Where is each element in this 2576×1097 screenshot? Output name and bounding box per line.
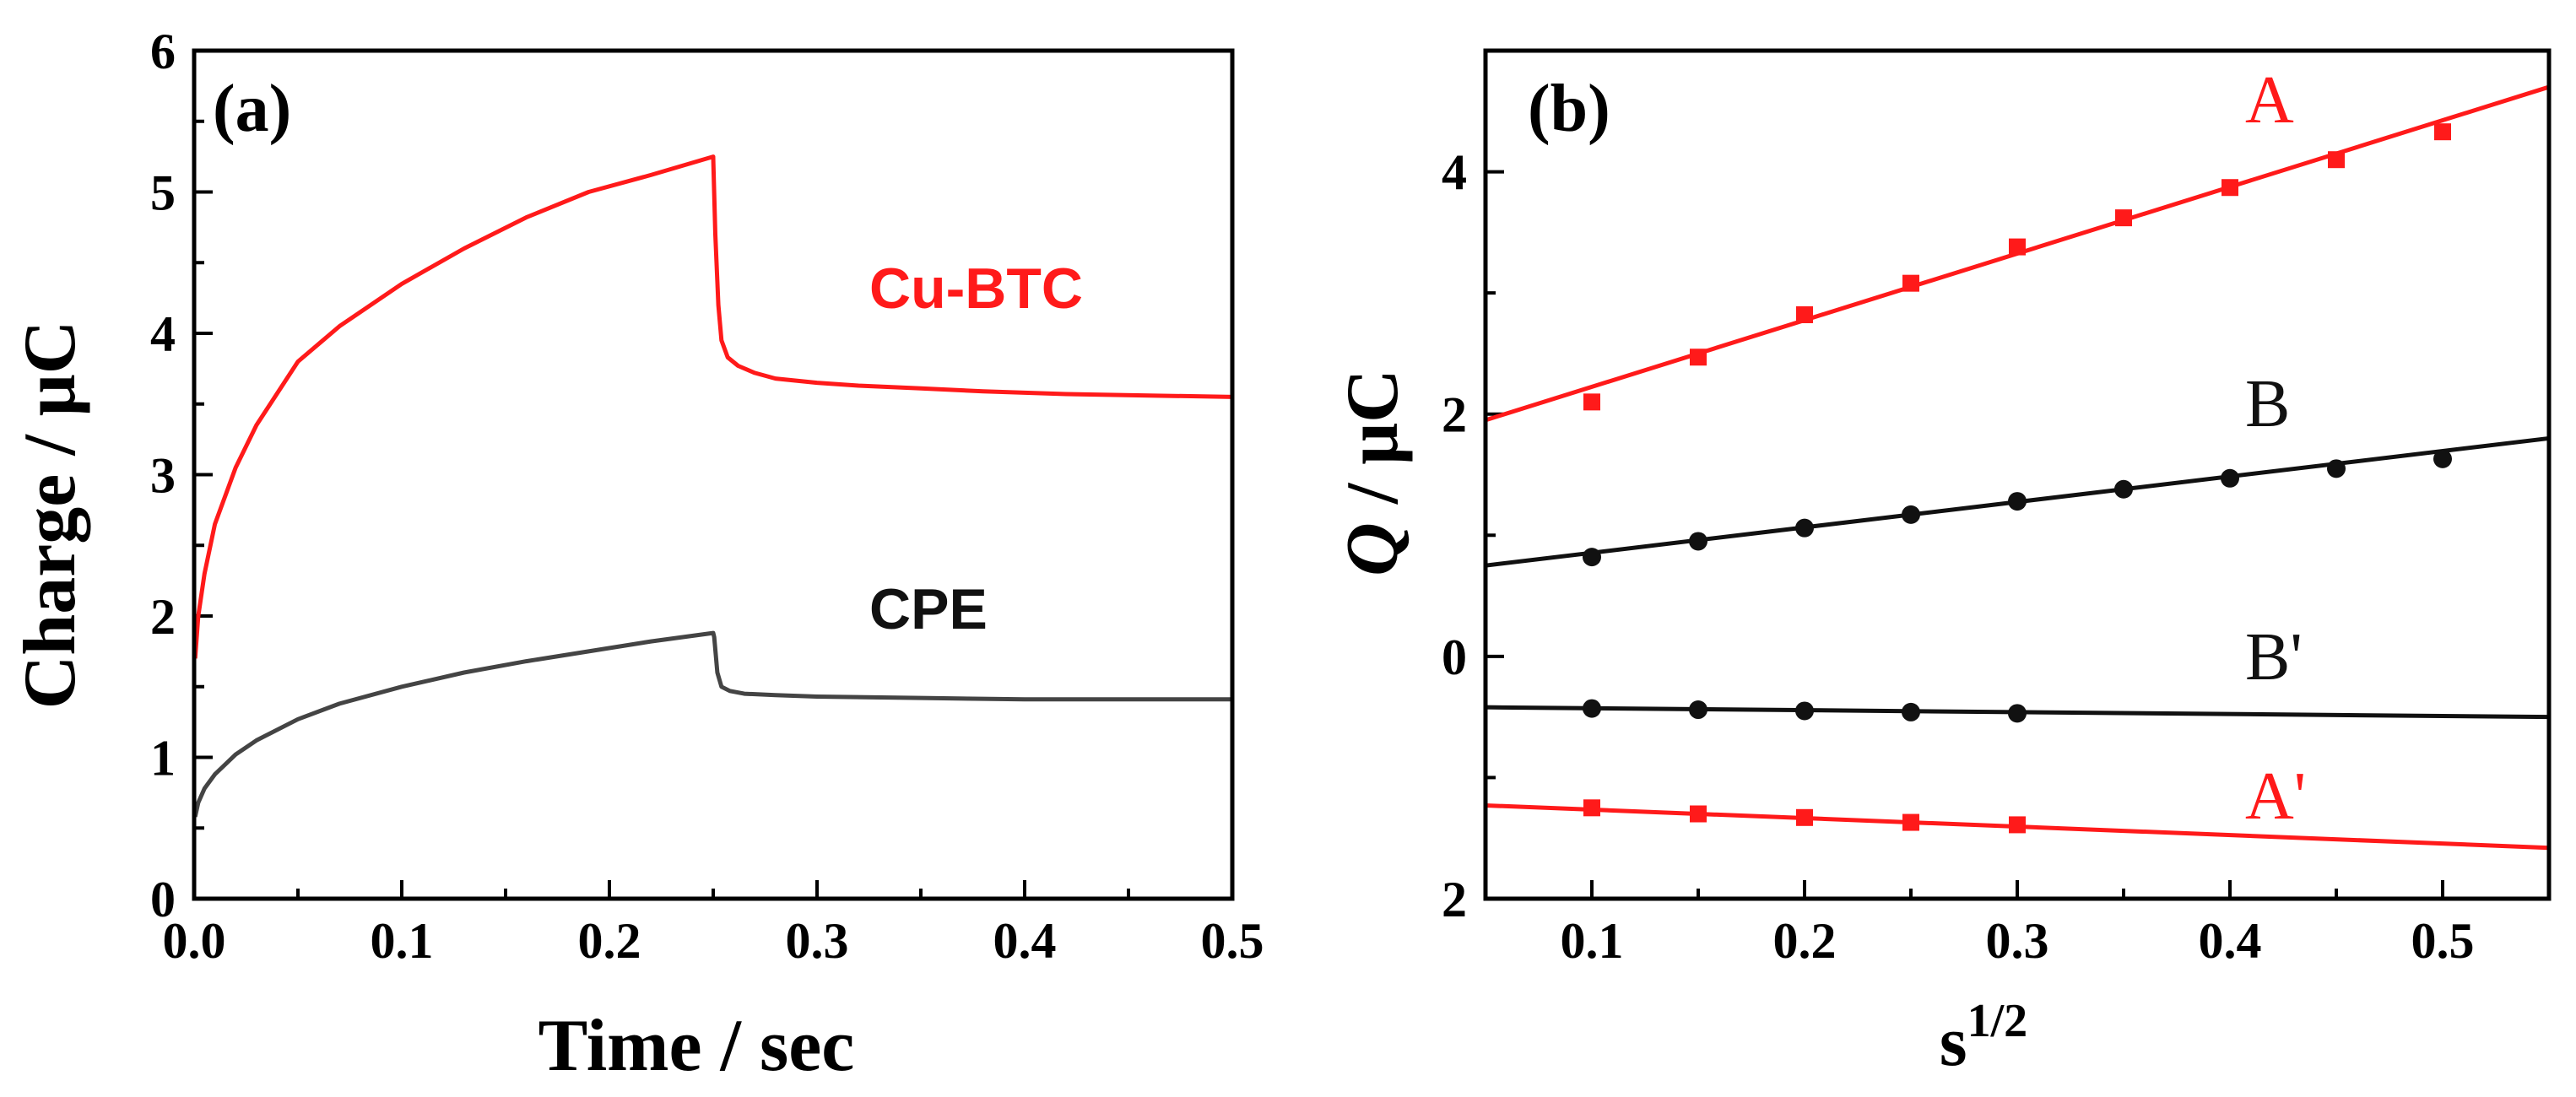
series-line-cu-btc (192, 154, 1233, 659)
x-axis-title-base: s (1940, 1002, 1967, 1081)
data-point-a (2328, 151, 2345, 169)
data-point-b (2008, 492, 2027, 511)
x-tick-label: 0.3 (1986, 913, 2049, 969)
data-point-b (1902, 505, 1920, 524)
y-tick-label: 0 (150, 872, 176, 927)
data-point-b (1689, 532, 1707, 551)
data-point-a-prime (1902, 813, 1919, 831)
data-point-a (2222, 179, 2238, 197)
x-tick-label: 0.5 (2411, 913, 2475, 969)
x-tick-label: 0.2 (578, 913, 641, 969)
y-tick-label: 4 (150, 306, 176, 362)
y-tick-label: 0 (1442, 630, 1467, 685)
y-tick-label: 4 (1442, 145, 1467, 201)
x-tick-label: 0.2 (1773, 913, 1837, 969)
series-line-cpe (192, 630, 1232, 818)
x-tick-label: 0.4 (993, 913, 1057, 969)
x-tick-label: 0.0 (163, 913, 226, 969)
x-tick-label: 0.1 (371, 913, 434, 969)
data-point-a-prime (1690, 805, 1707, 823)
x-tick-label: 0.4 (2199, 913, 2262, 969)
x-axis-title-superscript: 1/2 (1967, 995, 2028, 1047)
data-point-a (1902, 274, 1919, 292)
data-point-b (2327, 459, 2346, 478)
series-label-cu-btc: Cu-BTC (869, 257, 1083, 321)
panel-b: 0.1 0.2 0.3 0.4 0.5 2 0 2 4 (b) A B B' A' s1/2 Q… (1332, 48, 2552, 1081)
line-label-a: A (2245, 63, 2294, 138)
line-label-b-prime: B' (2245, 620, 2303, 694)
data-point-a (1690, 349, 1707, 366)
data-point-b (2114, 479, 2133, 499)
panel-a-series (192, 154, 1233, 818)
panel-b-tick-labels: 0.1 0.2 0.3 0.4 0.5 2 0 2 4 (1442, 145, 2475, 969)
series-label-cpe: CPE (869, 577, 988, 641)
panel-a-plot-frame (192, 48, 1235, 901)
y-axis-title-unit: / μC (1332, 369, 1414, 522)
data-point-a (2009, 238, 2026, 256)
y-tick-label: 2 (1442, 872, 1467, 927)
data-point-a (2434, 123, 2451, 141)
y-tick-label: 1 (150, 731, 176, 786)
y-tick-label: 2 (150, 589, 176, 645)
x-tick-label: 0.3 (786, 913, 849, 969)
panel-b-x-axis-title: s1/2 (1940, 995, 2027, 1081)
data-point-a-prime (1583, 799, 1600, 817)
data-point-b (1795, 518, 1814, 538)
panel-b-plot-frame (1483, 48, 2552, 901)
line-label-b: B (2245, 367, 2290, 441)
data-point-b (2433, 449, 2452, 468)
y-tick-label: 5 (150, 165, 176, 221)
y-tick-label: 2 (1442, 387, 1467, 443)
panel-b-data-points (1583, 123, 2452, 834)
data-point-a-prime (1796, 808, 1813, 826)
data-point-b-prime (2008, 704, 2027, 723)
y-tick-label: 6 (150, 24, 176, 79)
y-axis-title-variable: Q (1332, 522, 1414, 576)
panel-a: 0.0 0.1 0.2 0.3 0.4 0.5 0 1 2 3 4 5 6 (a) Cu-BTC CPE… (9, 24, 1264, 1087)
data-point-b-prime (1583, 699, 1601, 718)
data-point-a-prime (2009, 816, 2026, 834)
panel-a-label: (a) (213, 72, 291, 146)
data-point-b-prime (1902, 702, 1920, 721)
line-label-a-prime: A' (2245, 759, 2306, 834)
data-point-b-prime (1795, 701, 1814, 721)
data-point-a (2115, 209, 2132, 227)
y-tick-label: 3 (150, 448, 176, 504)
x-tick-label: 0.1 (1561, 913, 1624, 969)
panel-a-x-axis-title: Time / sec (538, 1005, 855, 1087)
data-point-b (2221, 468, 2239, 488)
data-point-a (1796, 305, 1813, 323)
data-point-b-prime (1689, 700, 1707, 720)
data-point-b (1583, 548, 1601, 567)
x-tick-label: 0.5 (1201, 913, 1264, 969)
panel-b-label: (b) (1528, 72, 1610, 146)
panel-b-y-axis-title: Q / μC (1332, 369, 1414, 576)
panel-a-y-axis-title: Charge / μC (9, 321, 91, 710)
panel-a-tick-labels: 0.0 0.1 0.2 0.3 0.4 0.5 0 1 2 3 4 5 6 (150, 24, 1264, 969)
data-point-a (1583, 393, 1600, 411)
